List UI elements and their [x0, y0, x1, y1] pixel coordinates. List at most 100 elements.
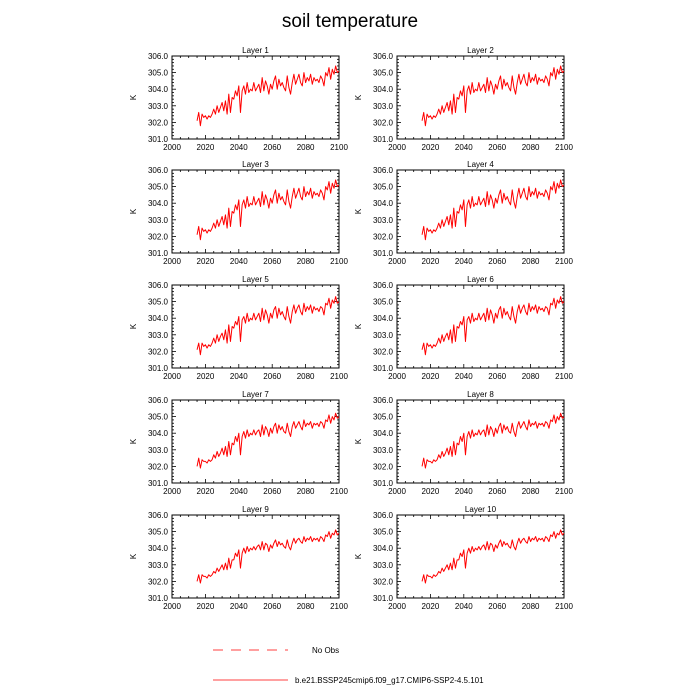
- y-tick-label: 302.0: [148, 232, 169, 241]
- plot-frame: [396, 169, 565, 254]
- y-tick-label: 301.0: [148, 479, 169, 488]
- series-line: [421, 412, 565, 469]
- x-tick-label: 2100: [555, 257, 573, 266]
- x-tick-label: 2000: [388, 487, 406, 496]
- x-tick-label: 2020: [197, 602, 215, 611]
- y-tick-label: 301.0: [373, 594, 394, 603]
- y-tick-label: 302.0: [373, 577, 394, 586]
- y-tick-label: 306.0: [373, 281, 394, 290]
- y-tick-label: 306.0: [148, 396, 169, 405]
- y-tick-label: 305.0: [373, 183, 394, 192]
- x-tick-label: 2080: [522, 257, 540, 266]
- panel-title: Layer 3: [242, 160, 269, 169]
- y-tick-label: 301.0: [373, 364, 394, 373]
- x-tick-label: 2080: [297, 257, 315, 266]
- panel-9: Layer 9 2000 2020 2040 2060 2080 2100 301.0 302.…: [129, 505, 348, 611]
- x-tick-label: 2000: [163, 143, 181, 152]
- y-axis-label: K: [129, 553, 138, 559]
- y-tick-label: 303.0: [148, 561, 169, 570]
- y-tick-label: 302.0: [148, 347, 169, 356]
- y-tick-label: 301.0: [148, 364, 169, 373]
- y-tick-label: 304.0: [373, 85, 394, 94]
- x-tick-label: 2100: [555, 143, 573, 152]
- y-tick-label: 306.0: [373, 396, 394, 405]
- y-tick-label: 303.0: [148, 331, 169, 340]
- y-tick-label: 301.0: [148, 249, 169, 258]
- series-line: [421, 65, 565, 127]
- x-tick-label: 2060: [263, 487, 281, 496]
- y-tick-label: 303.0: [373, 446, 394, 455]
- x-tick-label: 2080: [522, 143, 540, 152]
- x-tick-label: 2000: [388, 372, 406, 381]
- chart-title: soil temperature: [282, 11, 418, 32]
- y-axis-label: K: [354, 553, 363, 559]
- x-tick-label: 2020: [422, 487, 440, 496]
- x-tick-label: 2060: [488, 372, 506, 381]
- x-tick-label: 2040: [230, 487, 248, 496]
- x-tick-label: 2080: [297, 143, 315, 152]
- x-tick-label: 2000: [388, 602, 406, 611]
- panel-title: Layer 4: [467, 160, 494, 169]
- x-tick-label: 2020: [197, 257, 215, 266]
- y-axis-label: K: [354, 94, 363, 100]
- legend-label-model: b.e21.BSSP245cmip6.f09_g17.CMIP6-SSP2-4.…: [295, 676, 484, 685]
- y-tick-label: 302.0: [148, 577, 169, 586]
- y-axis-label: K: [354, 208, 363, 214]
- plot-frame: [171, 169, 340, 254]
- y-axis-label: K: [129, 208, 138, 214]
- y-tick-label: 301.0: [373, 479, 394, 488]
- y-tick-label: 306.0: [148, 511, 169, 520]
- x-tick-label: 2100: [330, 143, 348, 152]
- x-tick-label: 2020: [422, 143, 440, 152]
- x-tick-label: 2080: [297, 372, 315, 381]
- plot-frame: [396, 284, 565, 369]
- y-tick-label: 305.0: [373, 413, 394, 422]
- x-tick-label: 2060: [263, 602, 281, 611]
- plot-frame: [396, 55, 565, 140]
- y-tick-label: 304.0: [373, 199, 394, 208]
- y-axis-label: K: [354, 323, 363, 329]
- y-tick-label: 301.0: [373, 135, 394, 144]
- x-tick-label: 2040: [455, 257, 473, 266]
- y-tick-label: 304.0: [373, 314, 394, 323]
- series-line: [196, 65, 340, 127]
- x-tick-label: 2020: [197, 372, 215, 381]
- y-axis-label: K: [129, 323, 138, 329]
- x-tick-label: 2060: [488, 487, 506, 496]
- y-tick-label: 303.0: [373, 561, 394, 570]
- panel-2: Layer 2 2000 2020 2040 2060 2080 2100 301.0 302.…: [354, 46, 573, 152]
- panel-grid: Layer 1 2000 2020 2040 2060 2080 2100 301.0 302.…: [129, 46, 573, 611]
- x-tick-label: 2000: [163, 257, 181, 266]
- panel-5: Layer 5 2000 2020 2040 2060 2080 2100 301.0 302.…: [129, 275, 348, 381]
- x-tick-label: 2060: [263, 143, 281, 152]
- x-tick-label: 2020: [197, 143, 215, 152]
- x-tick-label: 2060: [488, 602, 506, 611]
- x-tick-label: 2060: [263, 372, 281, 381]
- series-line: [196, 296, 340, 356]
- panel-title: Layer 5: [242, 275, 269, 284]
- legend: No Obs b.e21.BSSP245cmip6.f09_g17.CMIP6-…: [213, 646, 484, 685]
- x-tick-label: 2040: [455, 602, 473, 611]
- panel-1: Layer 1 2000 2020 2040 2060 2080 2100 301.0 302.…: [129, 46, 348, 152]
- panel-10: Layer 10 2000 2020 2040 2060 2080 2100 301.0 302…: [354, 505, 573, 611]
- panel-7: Layer 7 2000 2020 2040 2060 2080 2100 301.0 302.…: [129, 390, 348, 496]
- series-line: [196, 412, 340, 469]
- y-tick-label: 306.0: [148, 52, 169, 61]
- series-line: [421, 179, 565, 241]
- y-tick-label: 304.0: [148, 199, 169, 208]
- y-tick-label: 306.0: [373, 166, 394, 175]
- x-tick-label: 2080: [297, 487, 315, 496]
- y-tick-label: 303.0: [148, 102, 169, 111]
- x-tick-label: 2100: [330, 257, 348, 266]
- panel-6: Layer 6 2000 2020 2040 2060 2080 2100 301.0 302.…: [354, 275, 573, 381]
- y-tick-label: 305.0: [373, 69, 394, 78]
- y-tick-label: 302.0: [373, 462, 394, 471]
- legend-label-no-obs: No Obs: [312, 646, 339, 655]
- x-tick-label: 2100: [555, 602, 573, 611]
- plot-frame: [171, 514, 340, 599]
- y-tick-label: 304.0: [373, 544, 394, 553]
- y-tick-label: 306.0: [148, 166, 169, 175]
- x-tick-label: 2100: [330, 487, 348, 496]
- plot-frame: [171, 284, 340, 369]
- panel-title: Layer 7: [242, 390, 269, 399]
